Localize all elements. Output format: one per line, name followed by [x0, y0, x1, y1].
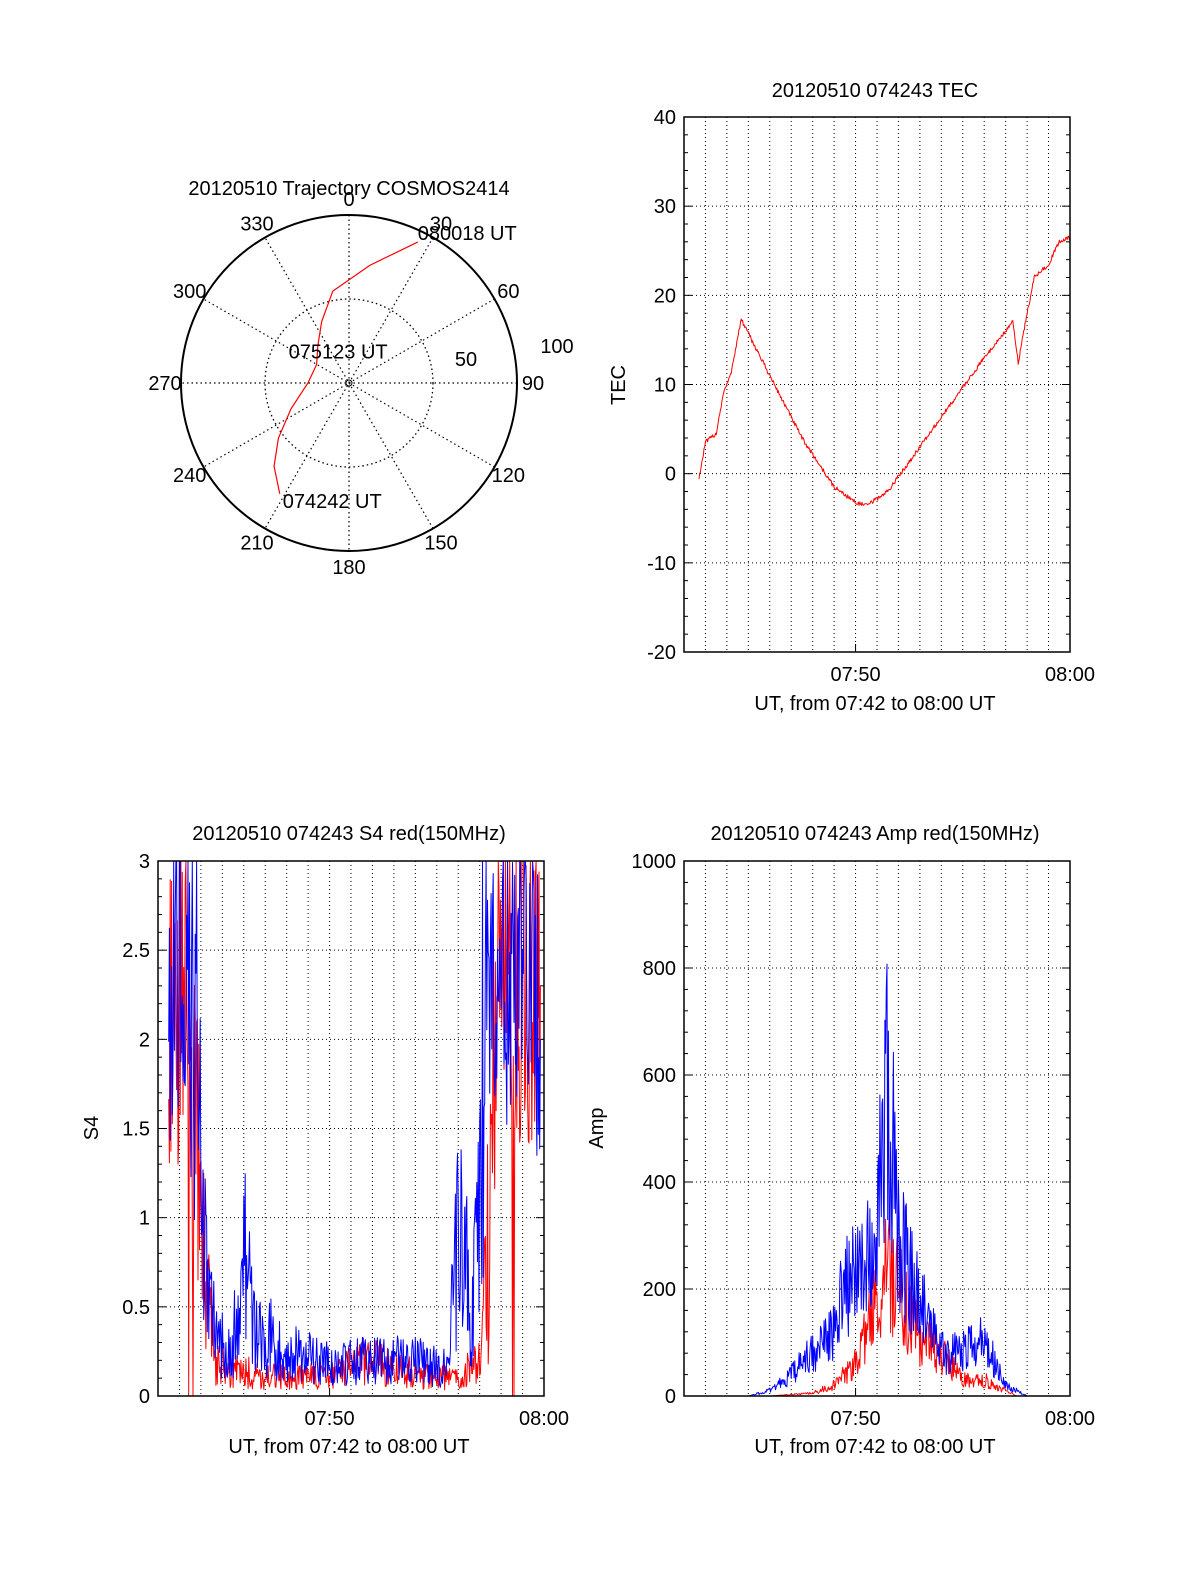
polar-angle-label: 240 — [173, 465, 206, 487]
s4-chart: 20120510 074243 S4 red(150MHz) UT, from … — [81, 823, 569, 1458]
y-tick-label: 30 — [654, 196, 676, 218]
y-tick-label: 0.5 — [122, 1297, 150, 1319]
tec-title: 20120510 074243 TEC — [772, 80, 978, 102]
trajectory-time-label: 075123 UT — [289, 341, 388, 363]
polar-ring-50 — [264, 298, 434, 468]
x-tick-label: 08:00 — [1045, 664, 1095, 686]
blue-series-line — [168, 860, 541, 1388]
polar-title: 20120510 Trajectory COSMOS2414 — [188, 178, 509, 200]
amp-ylabel: Amp — [586, 1107, 608, 1148]
y-tick-label: -10 — [647, 553, 676, 575]
x-tick-label: 08:00 — [519, 1408, 569, 1430]
amp-xlabel: UT, from 07:42 to 08:00 UT — [754, 1436, 995, 1458]
amp-title: 20120510 074243 Amp red(150MHz) — [710, 823, 1039, 845]
polar-radius-label: 50 — [455, 349, 477, 371]
y-tick-label: 600 — [643, 1065, 676, 1087]
s4-title: 20120510 074243 S4 red(150MHz) — [192, 823, 506, 845]
trajectory-time-label: 074242 UT — [283, 491, 382, 513]
tec-xlabel: UT, from 07:42 to 08:00 UT — [754, 693, 995, 715]
polar-angle-label: 120 — [492, 465, 525, 487]
y-tick-label: 2.5 — [122, 940, 150, 962]
s4-ylabel: S4 — [81, 1116, 103, 1140]
x-tick-label: 08:00 — [1045, 1408, 1095, 1430]
blue-series-line — [694, 963, 1070, 1397]
tec-chart: 20120510 074243 TEC UT, from 07:42 to 08… — [608, 80, 1095, 715]
x-tick-label: 07:50 — [831, 664, 881, 686]
polar-angle-label: 90 — [522, 373, 544, 395]
polar-center — [345, 379, 353, 387]
polar-angle-label: 150 — [424, 532, 457, 554]
y-tick-label: 20 — [654, 285, 676, 307]
polar-angle-label: 180 — [332, 557, 365, 579]
trajectory-polar-chart: 20120510 Trajectory COSMOS2414 0 30 60 90 12… — [148, 178, 573, 579]
trajectory-line — [273, 241, 418, 494]
y-tick-label: 400 — [643, 1172, 676, 1194]
amp-chart: 20120510 074243 Amp red(150MHz) UT, from… — [586, 823, 1095, 1458]
x-tick-label: 07:50 — [305, 1408, 355, 1430]
y-tick-label: -20 — [647, 642, 676, 664]
tec-ylabel: TEC — [608, 365, 630, 405]
plot-frame — [683, 116, 1071, 653]
polar-angle-label: 210 — [240, 532, 273, 554]
y-tick-label: 2 — [139, 1029, 150, 1051]
plot-frame — [157, 860, 545, 1397]
polar-angle-label: 60 — [497, 281, 519, 303]
y-tick-label: 0 — [665, 464, 676, 486]
polar-angle-label: 0 — [343, 189, 354, 211]
red-series-line — [698, 235, 1071, 506]
y-tick-label: 3 — [139, 851, 150, 873]
polar-spoke — [264, 237, 434, 529]
polar-radius-label: 100 — [540, 336, 573, 358]
y-tick-label: 200 — [643, 1279, 676, 1301]
polar-angle-label: 270 — [148, 373, 181, 395]
polar-angle-label: 300 — [173, 281, 206, 303]
polar-angle-label: 30 — [430, 214, 452, 236]
polar-ring-outer — [180, 214, 518, 552]
y-tick-label: 10 — [654, 375, 676, 397]
s4-xlabel: UT, from 07:42 to 08:00 UT — [228, 1436, 469, 1458]
y-tick-label: 1000 — [632, 851, 677, 873]
trajectory-time-label: 080018 UT — [418, 223, 517, 245]
y-tick-label: 800 — [643, 958, 676, 980]
y-tick-label: 0 — [665, 1386, 676, 1408]
polar-angle-label: 330 — [240, 214, 273, 236]
y-tick-label: 0 — [139, 1386, 150, 1408]
y-tick-label: 1 — [139, 1208, 150, 1230]
y-tick-label: 1.5 — [122, 1119, 150, 1141]
y-tick-label: 40 — [654, 107, 676, 129]
x-tick-label: 07:50 — [831, 1408, 881, 1430]
plot-frame — [683, 860, 1071, 1397]
